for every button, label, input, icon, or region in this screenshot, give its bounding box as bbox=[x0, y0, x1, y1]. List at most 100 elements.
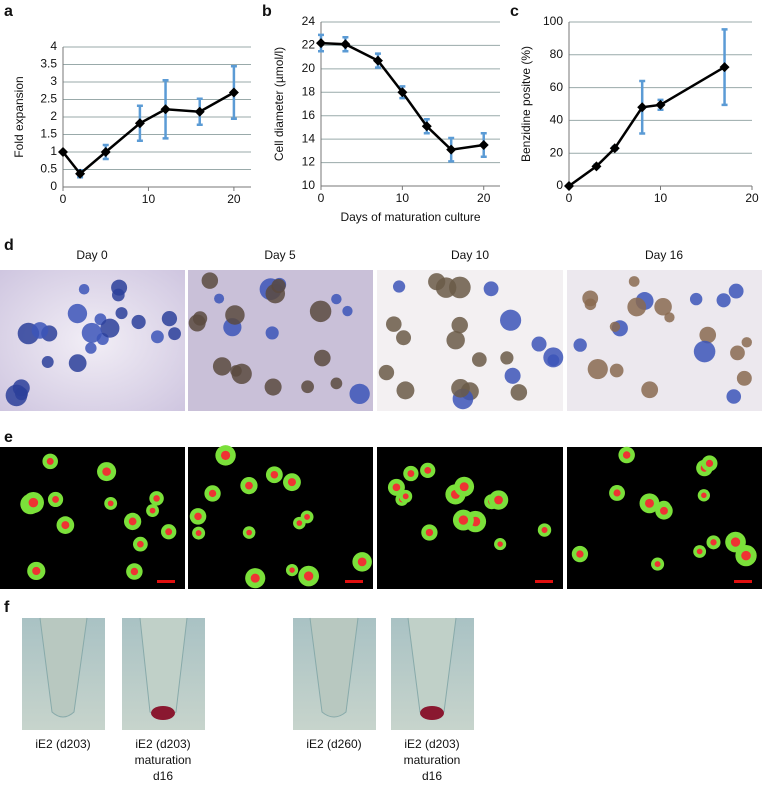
nucleus bbox=[304, 513, 310, 520]
data-point bbox=[228, 87, 239, 98]
data-point bbox=[160, 104, 171, 115]
cell bbox=[716, 293, 731, 308]
nucleus bbox=[130, 567, 139, 576]
nucleus bbox=[107, 500, 114, 507]
y-tick-label: 2.5 bbox=[40, 92, 57, 106]
nucleus bbox=[576, 550, 584, 558]
data-point bbox=[316, 38, 326, 49]
data-point bbox=[100, 147, 111, 157]
day-label: Day 5 bbox=[264, 248, 296, 262]
nucleus bbox=[613, 489, 621, 497]
cell bbox=[396, 381, 415, 400]
y-tick-label: 20 bbox=[550, 145, 564, 159]
panel-label: d bbox=[4, 237, 14, 254]
x-tick-label: 0 bbox=[566, 191, 573, 205]
y-tick-label: 1 bbox=[50, 144, 57, 158]
x-tick-label: 10 bbox=[142, 192, 156, 206]
pellet bbox=[151, 706, 175, 720]
y-tick-label: 3 bbox=[50, 74, 57, 88]
panel-label: e bbox=[4, 429, 13, 446]
nucleus bbox=[220, 450, 231, 460]
x-axis-title: Days of maturation culture bbox=[340, 210, 480, 224]
panel-label: c bbox=[510, 3, 519, 20]
cell bbox=[451, 316, 468, 334]
nucleus bbox=[165, 528, 173, 536]
cell bbox=[265, 326, 279, 340]
data-point bbox=[134, 118, 145, 129]
cell bbox=[78, 283, 90, 295]
cell bbox=[531, 336, 547, 352]
tube-photos bbox=[22, 617, 474, 730]
scale-bar bbox=[535, 580, 553, 583]
cell bbox=[81, 322, 102, 343]
y-tick-label: 1.5 bbox=[40, 127, 57, 141]
data-point bbox=[194, 106, 205, 117]
tube-caption: iE2 (d203) bbox=[35, 737, 90, 751]
cell bbox=[428, 273, 446, 291]
cell bbox=[726, 389, 742, 404]
nucleus bbox=[494, 495, 503, 505]
cell bbox=[741, 337, 752, 348]
nucleus bbox=[357, 557, 367, 567]
tube-caption: d16 bbox=[422, 769, 442, 782]
nucleus bbox=[541, 527, 548, 534]
cell bbox=[168, 327, 181, 341]
cell bbox=[188, 314, 206, 332]
tube-caption: maturation bbox=[404, 753, 461, 767]
nucleus bbox=[392, 483, 401, 492]
nucleus bbox=[289, 567, 295, 573]
tube bbox=[309, 617, 359, 718]
cell bbox=[378, 364, 395, 381]
cell bbox=[510, 384, 528, 401]
y-tick-label: 4 bbox=[50, 39, 57, 53]
x-tick-label: 10 bbox=[396, 191, 410, 205]
cell bbox=[15, 387, 28, 401]
y-tick-label: 2 bbox=[50, 109, 57, 123]
cell bbox=[151, 330, 164, 344]
nucleus bbox=[741, 550, 751, 561]
data-point bbox=[446, 144, 457, 155]
cell bbox=[736, 370, 752, 386]
y-tick-label: 0.5 bbox=[40, 162, 57, 176]
cell bbox=[231, 363, 252, 384]
cell bbox=[111, 288, 125, 302]
nucleus bbox=[270, 470, 279, 479]
panel-label: a bbox=[4, 3, 13, 20]
scale-bar bbox=[345, 580, 363, 583]
y-tick-label: 3.5 bbox=[40, 57, 57, 71]
cell bbox=[483, 281, 499, 297]
panel-label: f bbox=[4, 599, 10, 616]
cell bbox=[627, 297, 647, 317]
nucleus bbox=[407, 470, 415, 477]
data-point bbox=[591, 161, 602, 172]
y-tick-label: 10 bbox=[302, 178, 316, 192]
tube-caption: d16 bbox=[153, 769, 173, 782]
nucleus bbox=[654, 561, 661, 568]
nucleus bbox=[424, 466, 432, 474]
x-tick-label: 10 bbox=[654, 191, 668, 205]
x-tick-label: 20 bbox=[745, 191, 759, 205]
y-tick-label: 0 bbox=[50, 179, 57, 193]
cell bbox=[689, 292, 703, 306]
cell bbox=[609, 321, 621, 332]
data-point bbox=[372, 55, 383, 66]
cell bbox=[584, 298, 597, 311]
cell bbox=[131, 314, 146, 330]
cell bbox=[500, 309, 522, 331]
data-point bbox=[75, 168, 86, 179]
nucleus bbox=[710, 539, 717, 546]
nucleus bbox=[128, 517, 137, 526]
cell bbox=[309, 300, 332, 323]
data-point bbox=[478, 140, 489, 150]
cell bbox=[396, 330, 412, 346]
nucleus bbox=[660, 506, 668, 515]
cell bbox=[31, 322, 49, 339]
cell bbox=[115, 307, 128, 320]
data-line bbox=[62, 91, 235, 176]
y-tick-label: 22 bbox=[302, 38, 316, 52]
cell bbox=[264, 378, 282, 396]
cell bbox=[100, 318, 120, 338]
nucleus bbox=[149, 507, 156, 514]
cell bbox=[573, 338, 587, 352]
